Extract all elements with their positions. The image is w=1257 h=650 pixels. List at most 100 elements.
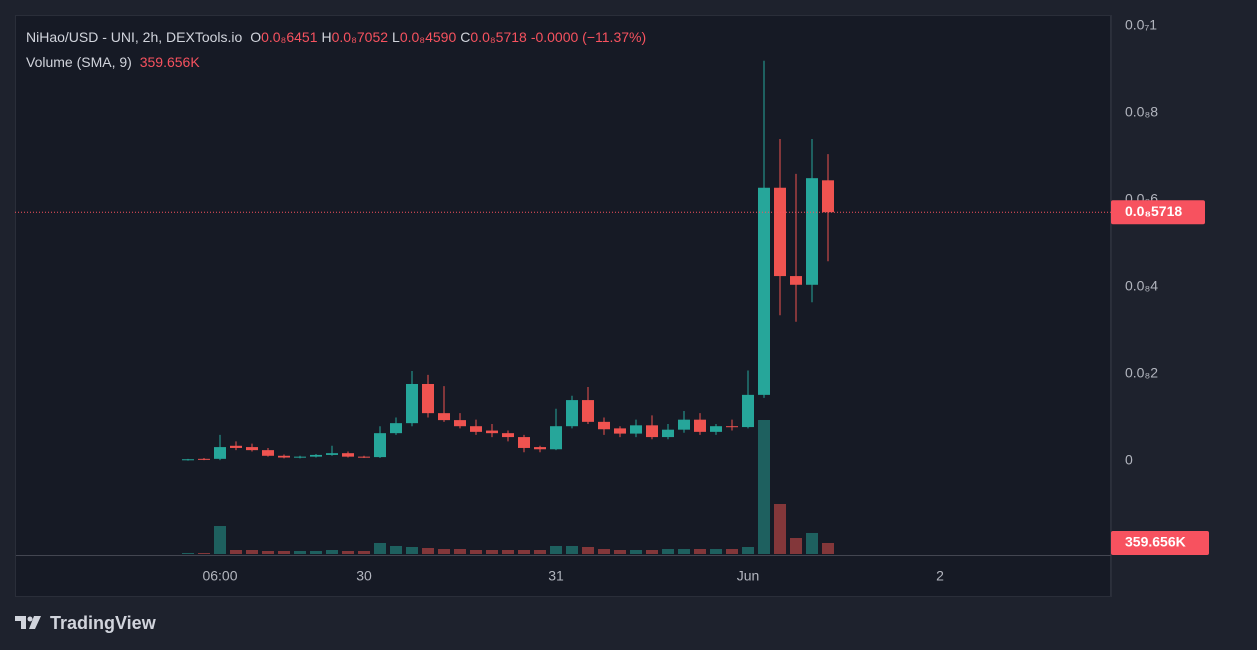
watermark: TradingView bbox=[50, 613, 157, 633]
x-tick-label: 31 bbox=[548, 568, 564, 584]
logo-part bbox=[15, 616, 26, 629]
volume-bar bbox=[438, 549, 450, 554]
volume-bar bbox=[390, 545, 402, 554]
volume-pane bbox=[182, 420, 834, 554]
candle-body bbox=[806, 178, 818, 285]
volume-bar bbox=[342, 551, 354, 554]
volume-bar bbox=[374, 542, 386, 554]
candle-body bbox=[454, 420, 466, 427]
volume-bar bbox=[214, 526, 226, 554]
candle-body bbox=[630, 425, 642, 434]
candles bbox=[182, 60, 834, 461]
candle-body bbox=[422, 383, 434, 414]
volume-bar bbox=[614, 549, 626, 554]
candle-body bbox=[214, 447, 226, 459]
x-tick-label: Jun bbox=[737, 568, 760, 584]
candle-body bbox=[566, 400, 578, 427]
volume-bar bbox=[246, 549, 258, 554]
volume-bar bbox=[742, 546, 754, 554]
candle-body bbox=[662, 429, 674, 438]
volume-bar bbox=[454, 549, 466, 554]
ohlc-value: 0.0₈7052 bbox=[331, 29, 389, 45]
candle-body bbox=[726, 426, 738, 428]
volume-bar bbox=[790, 538, 802, 554]
ohlc-value: 0.0₈4590 bbox=[399, 29, 457, 45]
candle-body bbox=[646, 425, 658, 438]
ohlc-key: H bbox=[321, 29, 332, 45]
y-tick-label: 0.0₈4 bbox=[1125, 278, 1158, 294]
ohlc-key: C bbox=[460, 29, 471, 45]
candle-body bbox=[822, 180, 834, 213]
volume-bar bbox=[198, 552, 210, 554]
y-tick-label: 0.0₈2 bbox=[1125, 365, 1158, 381]
candle-body bbox=[502, 433, 514, 438]
volume-bar bbox=[294, 551, 306, 554]
candle-body bbox=[774, 187, 786, 277]
change-value: -0.0000 (−11.37%) bbox=[530, 29, 647, 45]
volume-bar bbox=[630, 549, 642, 554]
candle-body bbox=[486, 430, 498, 434]
symbol-title: NiHao/USD - UNI, 2h, DEXTools.io bbox=[26, 29, 243, 45]
frame bbox=[15, 15, 1112, 597]
volume-bar bbox=[358, 551, 370, 554]
candle-body bbox=[294, 456, 306, 458]
logo-part bbox=[29, 616, 41, 629]
chart-pane bbox=[15, 15, 1112, 597]
volume-bar bbox=[534, 549, 546, 554]
last-price-label: 0.0₈5718 bbox=[1125, 203, 1182, 219]
candle-body bbox=[278, 455, 290, 458]
candle-body bbox=[326, 453, 338, 455]
volume-bar bbox=[566, 545, 578, 554]
volume-bar bbox=[262, 551, 274, 554]
x-tick-label: 30 bbox=[356, 568, 372, 584]
last-price-box bbox=[1111, 200, 1205, 225]
volume-bar bbox=[710, 549, 722, 554]
volume-legend: Volume (SMA, 9) 359.656K bbox=[26, 54, 204, 70]
volume-title: Volume (SMA, 9) bbox=[26, 54, 132, 70]
candle-body bbox=[182, 459, 194, 461]
volume-bar bbox=[774, 503, 786, 554]
candle-body bbox=[246, 447, 258, 451]
candle-body bbox=[550, 426, 562, 450]
ohlc-legend: NiHao/USD - UNI, 2h, DEXTools.io O0.0₈64… bbox=[26, 29, 650, 45]
candle-body bbox=[742, 394, 754, 428]
volume-bar bbox=[598, 549, 610, 554]
candle-body bbox=[374, 433, 386, 458]
volume-bar bbox=[662, 549, 674, 554]
volume-bar bbox=[726, 549, 738, 554]
candle-body bbox=[694, 419, 706, 432]
candle-body bbox=[790, 276, 802, 285]
candle-body bbox=[406, 383, 418, 424]
volume-bar bbox=[582, 546, 594, 554]
ohlc-key: O bbox=[250, 29, 262, 45]
candle-body bbox=[310, 454, 322, 457]
candle-body bbox=[614, 428, 626, 434]
volume-bar bbox=[470, 549, 482, 554]
ohlc-value: 0.0₈6451 bbox=[261, 29, 318, 45]
volume-bar bbox=[678, 549, 690, 554]
volume-bar bbox=[422, 548, 434, 554]
volume-bar bbox=[806, 532, 818, 554]
volume-bar bbox=[406, 546, 418, 554]
volume-bar bbox=[278, 551, 290, 554]
candle-body bbox=[518, 437, 530, 448]
candle-body bbox=[678, 419, 690, 430]
y-tick-label: 0 bbox=[1125, 452, 1133, 468]
volume-bar bbox=[550, 545, 562, 554]
volume-last-label: 359.656K bbox=[1125, 534, 1186, 550]
y-tick-label: 0.0₈8 bbox=[1125, 104, 1158, 120]
volume-last-box bbox=[1111, 530, 1209, 555]
volume-bar bbox=[230, 549, 242, 554]
volume-bar bbox=[502, 549, 514, 554]
ohlc-value: 0.0₈5718 bbox=[470, 29, 527, 45]
candle-body bbox=[758, 187, 770, 395]
candle-body bbox=[358, 456, 370, 458]
volume-bar bbox=[486, 549, 498, 554]
candle-body bbox=[710, 426, 722, 432]
volume-value: 359.656K bbox=[139, 54, 200, 70]
candle-body bbox=[198, 458, 210, 460]
candle-body bbox=[342, 453, 354, 457]
x-tick-label: 2 bbox=[936, 568, 944, 584]
